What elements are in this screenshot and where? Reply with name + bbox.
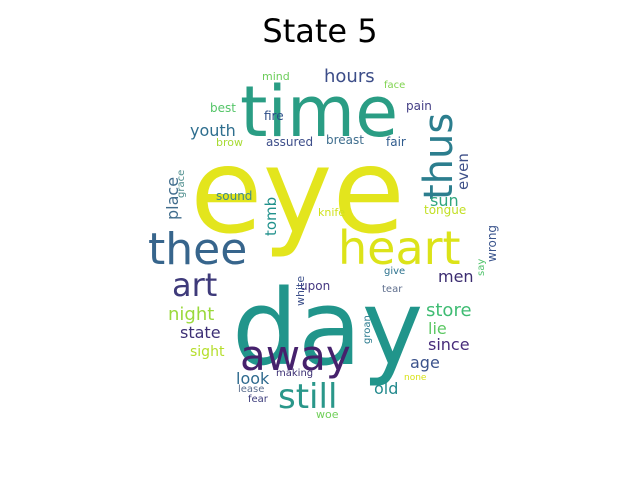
word-thus: thus <box>416 113 462 200</box>
word-best: best <box>210 101 236 115</box>
word-sound: sound <box>216 189 252 203</box>
word-old: old <box>374 379 398 398</box>
figure-title: State 5 <box>262 12 378 50</box>
word-fear: fear <box>248 394 269 405</box>
word-give: give <box>384 266 405 277</box>
word-woe: woe <box>316 408 339 421</box>
word-groan: groan <box>362 315 373 344</box>
word-sight: sight <box>190 344 225 360</box>
word-night: night <box>168 304 214 325</box>
word-thee: thee <box>148 224 247 275</box>
word-look: look <box>236 369 270 388</box>
word-eye: eye <box>190 122 405 260</box>
word-face: face <box>384 80 405 91</box>
word-fair: fair <box>386 135 406 149</box>
word-even: even <box>454 153 472 190</box>
word-hours: hours <box>324 66 375 87</box>
word-lease: lease <box>238 384 264 395</box>
word-state: state <box>180 323 221 342</box>
word-sun: sun <box>430 191 459 210</box>
word-youth: youth <box>190 121 236 140</box>
word-tomb: tomb <box>262 197 280 236</box>
word-tear: tear <box>382 284 403 295</box>
word-white: white <box>294 276 307 306</box>
word-still: still <box>278 377 337 417</box>
word-upon: upon <box>300 279 330 293</box>
word-brow: brow <box>216 136 243 149</box>
word-knife: knife <box>318 206 345 219</box>
word-heart: heart <box>338 221 461 275</box>
word-grace: grace <box>176 170 187 198</box>
word-since: since <box>428 335 470 354</box>
word-none: none <box>404 373 427 383</box>
word-wrong: wrong <box>485 225 499 262</box>
word-away: away <box>240 331 351 380</box>
word-art: art <box>172 266 217 304</box>
word-pain: pain <box>406 99 432 113</box>
word-lie: lie <box>428 319 447 338</box>
word-store: store <box>426 300 472 321</box>
word-making: making <box>276 368 313 379</box>
word-tongue: tongue <box>424 203 466 217</box>
word-age: age <box>410 353 440 372</box>
word-day: day <box>232 267 423 389</box>
word-time: time <box>240 71 398 153</box>
word-breast: breast <box>326 133 364 147</box>
word-mind: mind <box>262 70 290 83</box>
word-men: men <box>438 267 474 286</box>
word-assured: assured <box>266 135 313 149</box>
word-say: say <box>476 259 487 276</box>
word-fire: fire <box>264 109 284 123</box>
word-place: place <box>163 177 182 220</box>
